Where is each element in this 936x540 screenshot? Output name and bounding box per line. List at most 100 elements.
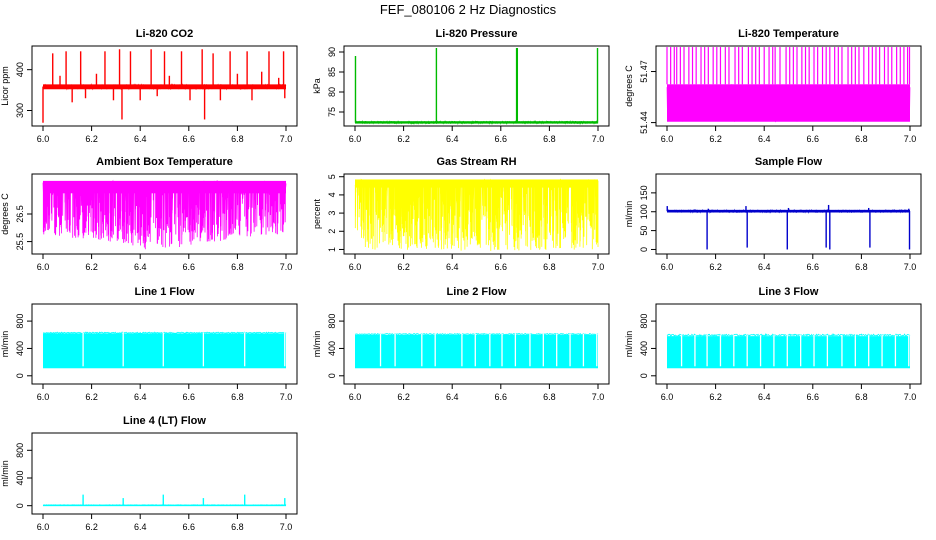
y-tick-label: 4 [327,192,337,197]
x-tick-label: 6.6 [495,134,508,144]
y-tick-label: 300 [15,103,25,118]
y-tick-label: 400 [639,341,649,356]
y-tick-label: 1 [327,247,337,252]
x-tick-label: 7.0 [904,134,917,144]
x-tick-label: 6.2 [397,134,410,144]
y-axis-label: percent [312,198,322,229]
x-tick-label: 6.2 [397,262,410,272]
panel-4: Ambient Box Temperature 6.0 6.2 6.4 6.6 6.8 7.… [0,156,298,272]
panel-1: Li-820 CO2 6.0 6.2 6.4 6.6 6.8 7.0 300 400 Licor … [0,28,298,144]
panel-9: Line 3 Flow 6.0 6.2 6.4 6.6 6.8 7.0 0 400 800 ml/m… [624,286,922,402]
y-tick-label: 0 [639,247,649,252]
x-tick-label: 6.4 [758,134,771,144]
x-tick-label: 6.0 [349,392,362,402]
panel-title: Sample Flow [755,156,823,168]
data-series [354,332,599,369]
data-band [355,121,598,124]
x-tick-label: 6.0 [37,262,50,272]
y-tick-label: 75 [327,107,337,117]
panel-title: Li-820 CO2 [136,28,193,40]
panel-title: Gas Stream RH [436,156,516,168]
plot-frame [31,303,298,385]
x-tick-label: 6.2 [85,392,98,402]
y-axis-label: ml/min [624,201,634,228]
plot-frame [655,45,922,127]
x-tick-label: 6.6 [807,392,820,402]
y-tick-label: 800 [15,443,25,458]
x-tick-label: 6.8 [231,392,244,402]
data-band [43,504,286,507]
x-tick-label: 6.6 [183,262,196,272]
x-tick-label: 6.2 [85,522,98,532]
x-tick-label: 6.8 [231,134,244,144]
data-series [42,49,287,123]
y-axis-label: kPa [312,78,322,94]
x-tick-label: 6.6 [495,392,508,402]
data-band [667,336,910,369]
x-tick-label: 6.2 [709,392,722,402]
y-tick-label: 400 [15,470,25,485]
panel-5: Gas Stream RH 6.0 6.2 6.4 6.6 6.8 7.0 1 2 3 4 5 perc… [312,156,610,272]
y-axis-label: ml/min [0,331,10,358]
y-tick-label: 100 [639,204,649,219]
y-tick-label: 0 [15,373,25,378]
x-tick-label: 6.8 [855,134,868,144]
x-tick-label: 7.0 [592,392,605,402]
y-axis-label: ml/min [312,331,322,358]
plot-frame [31,432,298,515]
y-tick-label: 800 [15,314,25,329]
panel-6: Sample Flow 6.0 6.2 6.4 6.6 6.8 7.0 0 50 100 150 ml… [624,156,922,272]
plot-frame [343,173,610,255]
y-tick-label: 2 [327,229,337,234]
data-trace [354,119,599,125]
y-tick-label: 51.47 [639,60,649,83]
x-tick-label: 6.0 [37,392,50,402]
panel-title: Line 4 (LT) Flow [123,415,206,427]
plot-frame [343,45,610,127]
plot-frame [655,173,922,255]
x-tick-label: 6.0 [661,262,674,272]
x-tick-label: 7.0 [280,392,293,402]
x-tick-label: 6.6 [183,522,196,532]
panel-10: Line 4 (LT) Flow 6.0 6.2 6.4 6.6 6.8 7.0 0 400 80… [0,415,298,532]
x-tick-label: 6.6 [807,134,820,144]
panel-3: Li-820 Temperature 6.0 6.2 6.4 6.6 6.8 7.0 51.4… [624,28,922,144]
panel-title: Line 1 Flow [135,286,195,298]
x-tick-label: 6.8 [855,262,868,272]
plot-frame [31,45,298,127]
y-tick-label: 3 [327,211,337,216]
x-tick-label: 6.8 [231,522,244,532]
data-trace [354,332,599,336]
y-tick-label: 50 [639,226,649,236]
x-tick-label: 7.0 [904,392,917,402]
y-axis-label: Licor ppm [0,66,10,106]
y-axis-label: degrees C [0,193,10,235]
data-trace [43,331,287,335]
x-tick-label: 6.2 [85,134,98,144]
data-series [666,204,911,250]
y-tick-label: 90 [327,47,337,57]
data-trace [666,84,911,123]
x-tick-label: 6.4 [134,522,147,532]
x-tick-label: 6.4 [446,392,459,402]
y-tick-label: 0 [639,373,649,378]
x-tick-label: 6.4 [446,262,459,272]
panel-title: Li-820 Temperature [738,28,839,40]
x-tick-label: 7.0 [280,522,293,532]
x-tick-label: 6.0 [661,134,674,144]
y-tick-label: 25.5 [15,233,25,251]
x-tick-label: 6.0 [37,522,50,532]
x-tick-label: 6.2 [85,262,98,272]
data-series [666,332,911,369]
data-trace [666,332,911,338]
y-tick-label: 0 [15,503,25,508]
y-tick-label: 26.5 [15,205,25,223]
y-axis-label: degrees C [624,65,634,107]
panel-title: Line 3 Flow [759,286,819,298]
plot-frame [655,303,922,385]
y-tick-label: 400 [15,62,25,77]
y-tick-label: 0 [327,373,337,378]
x-tick-label: 6.6 [495,262,508,272]
x-tick-label: 6.0 [37,134,50,144]
x-tick-label: 7.0 [280,134,293,144]
